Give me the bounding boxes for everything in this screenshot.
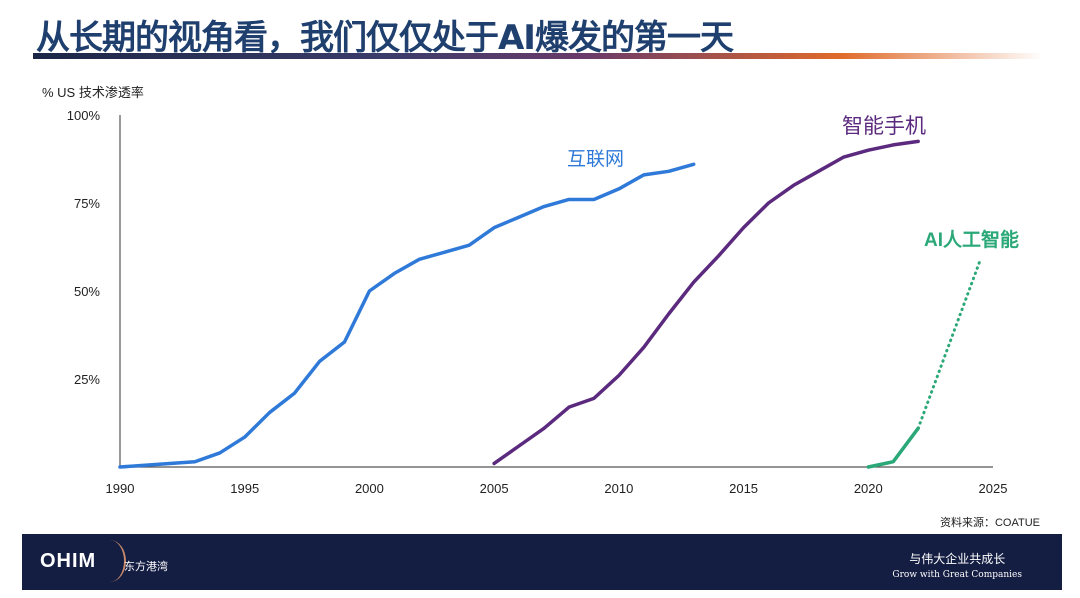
slogan-cn: 与伟大企业共成长 bbox=[909, 552, 1006, 566]
series-label-smartphone: 智能手机 bbox=[842, 115, 926, 138]
x-tick-label: 2005 bbox=[480, 481, 509, 496]
footer-bar: OHIM 东方港湾 与伟大企业共成长 Grow with Great Compa… bbox=[22, 534, 1062, 590]
x-tick-label: 2015 bbox=[729, 481, 758, 496]
y-tick-label: 50% bbox=[74, 284, 100, 299]
y-tick-label: 25% bbox=[74, 372, 100, 387]
y-tick-label: 100% bbox=[67, 108, 101, 123]
series-label-internet: 互联网 bbox=[567, 148, 624, 170]
page-title: 从长期的视角看，我们仅仅处于AI爆发的第一天 bbox=[36, 18, 734, 58]
x-tick-label: 2025 bbox=[979, 481, 1008, 496]
penetration-chart: % US 技术渗透率 1990 1995 2000 2005 2010 2015 2020 2… bbox=[42, 85, 1019, 496]
x-tick-label: 1995 bbox=[230, 481, 259, 496]
source-note: 资料来源：COATUE bbox=[939, 517, 1040, 529]
series-label-ai: AI人工智能 bbox=[924, 228, 1019, 251]
series-line-3 bbox=[916, 257, 983, 430]
company-logo: OHIM bbox=[40, 550, 97, 572]
y-axis-label: % US 技术渗透率 bbox=[42, 85, 144, 100]
series-line-1 bbox=[492, 139, 920, 466]
x-tick-label: 1990 bbox=[106, 481, 135, 496]
x-tick-label: 2020 bbox=[854, 481, 883, 496]
x-tick-label: 2010 bbox=[604, 481, 633, 496]
slogan: 与伟大企业共成长 Grow with Great Companies bbox=[892, 550, 1022, 580]
company-name: 东方港湾 bbox=[124, 560, 168, 573]
series-line-2 bbox=[866, 426, 920, 469]
logo-arc-icon bbox=[94, 540, 126, 582]
slogan-en: Grow with Great Companies bbox=[892, 570, 1022, 580]
series-line-0 bbox=[118, 162, 696, 469]
x-tick-label: 2000 bbox=[355, 481, 384, 496]
title-divider bbox=[33, 53, 1043, 59]
y-tick-label: 75% bbox=[74, 196, 100, 211]
